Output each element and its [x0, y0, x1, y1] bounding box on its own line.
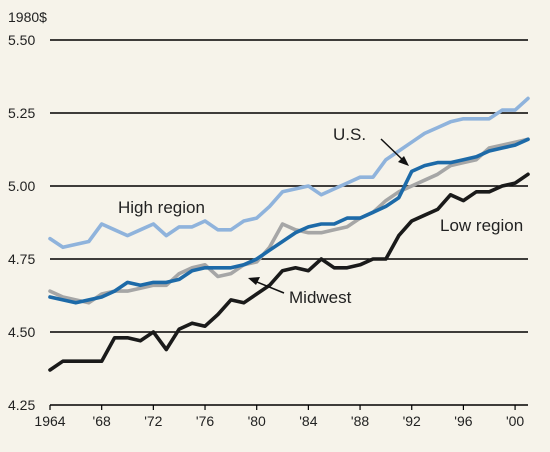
series-line-high-region: [48, 96, 530, 250]
y-tick-labels: 5.50 5.25 5.00 4.75 4.50 4.25: [8, 32, 35, 413]
y-tick-label: 5.25: [8, 105, 35, 121]
arrow-midwest: [248, 277, 285, 294]
x-tick-label: '00: [506, 413, 524, 429]
annotation-high-region: High region: [118, 198, 205, 217]
x-tick-label: '96: [454, 413, 472, 429]
x-tick-labels: 1964 '68 '72 '76 '80 '84 '88 '92 '96 '00: [34, 405, 524, 429]
x-tick-label: '88: [351, 413, 369, 429]
y-tick-label: 5.50: [8, 32, 35, 48]
y-unit-label: 1980$: [8, 9, 47, 25]
x-tick-label: '92: [403, 413, 421, 429]
annotation-low-region: Low region: [440, 216, 523, 235]
y-tick-label: 4.75: [8, 251, 35, 267]
arrow-us: [380, 138, 409, 166]
x-tick-label: '72: [144, 413, 162, 429]
series-line-low-region: [48, 172, 530, 372]
series-line-midwest: [48, 137, 530, 305]
y-tick-label: 4.50: [8, 324, 35, 340]
series-line-u-s: [48, 137, 530, 305]
annotations: High region U.S. Midwest Low region: [118, 125, 523, 307]
x-tick-label: '80: [248, 413, 266, 429]
gridlines: [50, 39, 528, 406]
x-tick-label: '76: [196, 413, 214, 429]
x-tick-label: '68: [93, 413, 111, 429]
annotation-us: U.S.: [333, 125, 366, 144]
y-tick-label: 5.00: [8, 178, 35, 194]
x-tick-label: '84: [299, 413, 317, 429]
y-tick-label: 4.25: [8, 397, 35, 413]
series-lines: [48, 96, 530, 372]
annotation-midwest: Midwest: [289, 288, 352, 307]
x-tick-label: 1964: [34, 413, 65, 429]
